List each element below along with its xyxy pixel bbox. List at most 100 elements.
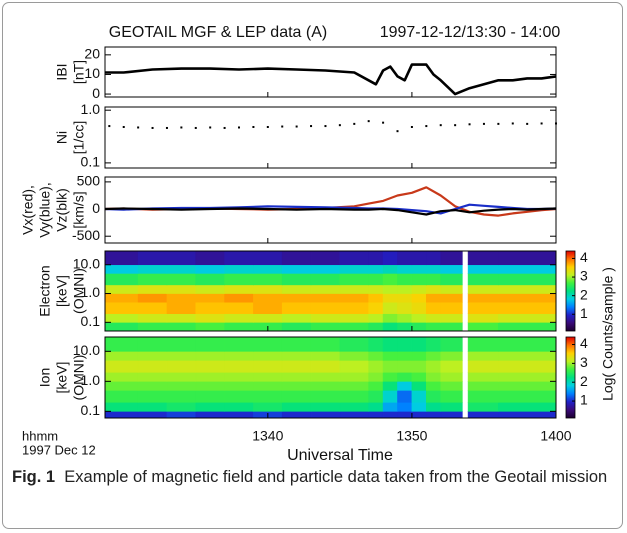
heatmap-cell: [166, 336, 197, 352]
time-range: 1997-12-12/13:30 - 14:00: [380, 24, 561, 41]
heatmap-cell: [467, 264, 499, 274]
heatmap-cell: [411, 264, 427, 274]
panel-frame: [104, 106, 557, 169]
y-axis-label: (OMNI): [71, 355, 87, 401]
chart: GEOTAIL MGF & LEP data (A) 1997-12-12/13…: [20, 24, 616, 462]
heatmap-cell: [411, 301, 427, 314]
heatmap-cell: [310, 390, 341, 403]
heatmap-cell: [137, 284, 168, 294]
heatmap-cell: [368, 301, 384, 314]
heatmap-cell: [281, 402, 312, 412]
heatmap-cell: [104, 371, 139, 382]
heatmap-cell: [195, 411, 225, 419]
heatmap-cell: [382, 284, 398, 294]
heatmap-cell: [411, 322, 427, 332]
heatmap-cell: [281, 411, 312, 419]
heatmap-cell: [166, 390, 197, 403]
time-format-label: hhmm: [22, 428, 58, 443]
heatmap-cell: [397, 250, 413, 266]
y-tick-label: 1.0: [81, 284, 101, 300]
heatmap-cell: [397, 313, 413, 323]
panel-frame: [104, 336, 557, 419]
heatmap-cell: [339, 264, 369, 274]
y-axis-label: Vy(blue),: [37, 182, 53, 238]
heatmap-cell: [382, 411, 398, 419]
y-tick-label: 500: [77, 173, 101, 189]
heatmap-cell: [166, 273, 197, 286]
point: [382, 121, 385, 124]
heatmap-cell: [426, 360, 442, 373]
heatmap-cell: [467, 293, 499, 303]
heatmap-cell: [467, 301, 499, 314]
heatmap-cell: [397, 336, 413, 352]
heatmap-cell: [281, 293, 312, 303]
heatmap-cell: [195, 301, 225, 314]
heatmap-cell: [382, 250, 398, 266]
heatmap-cell: [397, 293, 413, 303]
heatmap-cell: [498, 411, 557, 419]
heatmap-cell: [397, 322, 413, 332]
heatmap-cell: [411, 273, 427, 286]
heatmap-cell: [498, 313, 557, 323]
heatmap-cell: [137, 360, 168, 373]
colorbar-tick-label: 2: [580, 373, 588, 389]
heatmap-cell: [467, 360, 499, 373]
heatmap-cell: [397, 264, 413, 274]
heatmap-cell: [104, 381, 139, 391]
heatmap-cell: [467, 351, 499, 361]
y-axis-label: [keV]: [54, 275, 70, 307]
heatmap-cell: [440, 336, 463, 352]
point: [338, 124, 341, 127]
heatmap-cell: [498, 273, 557, 286]
panel: [104, 336, 557, 419]
heatmap-cell: [440, 284, 463, 294]
y-tick-label: 0.1: [81, 154, 101, 170]
heatmap-cell: [339, 293, 369, 303]
heatmap-cell: [339, 371, 369, 382]
heatmap-cell: [104, 264, 139, 274]
point: [252, 125, 255, 128]
heatmap-cell: [104, 390, 139, 403]
colorbar-tick-label: 1: [580, 305, 588, 321]
heatmap-cell: [411, 313, 427, 323]
heatmap-cell: [411, 371, 427, 382]
heatmap-cell: [397, 371, 413, 382]
point: [180, 126, 183, 129]
heatmap-cell: [310, 381, 341, 391]
y-axis-label: [keV]: [54, 362, 70, 394]
heatmap-cell: [224, 313, 254, 323]
heatmap-cell: [426, 322, 442, 332]
heatmap-cell: [498, 293, 557, 303]
heatmap-cell: [467, 273, 499, 286]
heatmap-cell: [426, 381, 442, 391]
colorbar-tick-label: 3: [580, 268, 588, 284]
heatmap-cell: [498, 390, 557, 403]
heatmap-cell: [382, 351, 398, 361]
heatmap-cell: [281, 336, 312, 352]
heatmap-cell: [224, 336, 254, 352]
heatmap-cell: [382, 322, 398, 332]
heatmap-cell: [166, 284, 197, 294]
heatmap-cell: [467, 250, 499, 266]
heatmap-cell: [397, 390, 413, 403]
heatmap-cell: [310, 273, 341, 286]
line-series: [105, 63, 557, 96]
point: [425, 125, 428, 128]
heatmap-cell: [411, 284, 427, 294]
heatmap-cell: [339, 390, 369, 403]
point: [511, 122, 514, 125]
colorbar-label: Log( Counts/sample ): [600, 267, 616, 401]
heatmap-cell: [281, 313, 312, 323]
heatmap-cell: [281, 360, 312, 373]
heatmap-cell: [368, 273, 384, 286]
heatmap-cell: [440, 250, 463, 266]
heatmap-cell: [339, 381, 369, 391]
heatmap-cell: [137, 351, 168, 361]
heatmap-cell: [281, 273, 312, 286]
y-tick-label: 0: [92, 200, 100, 216]
point: [122, 125, 125, 128]
heatmap-cell: [339, 313, 369, 323]
heatmap-cell: [339, 360, 369, 373]
chart-title: GEOTAIL MGF & LEP data (A): [109, 24, 327, 41]
panel: [108, 120, 557, 133]
